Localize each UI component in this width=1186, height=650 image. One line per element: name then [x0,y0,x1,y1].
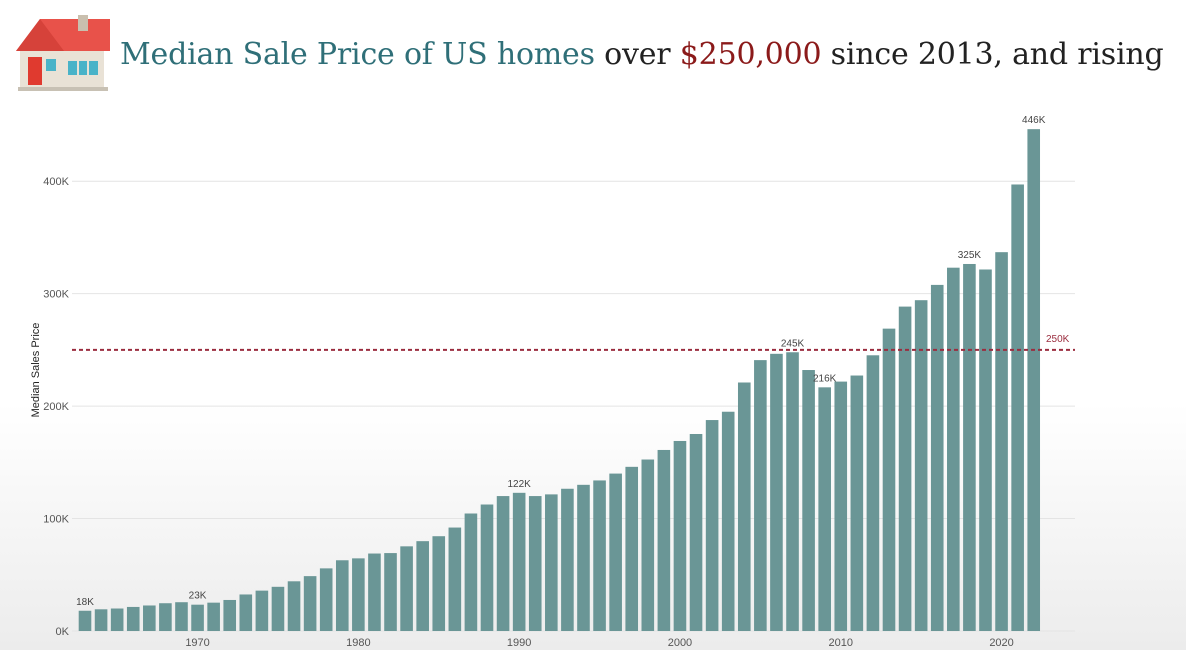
x-tick-label: 1990 [507,637,531,649]
data-label: 245K [781,338,805,349]
y-axis-title: Median Sales Price [30,323,42,418]
bar [673,440,687,631]
y-tick-label: 300K [43,289,69,301]
data-label: 446K [1022,115,1046,126]
bar [223,599,237,631]
bar [143,605,156,631]
bar [432,536,446,631]
bar [271,586,285,631]
bar [914,300,928,631]
y-tick-label: 0K [56,626,70,638]
bar [110,608,124,631]
bar [689,434,703,631]
bar [721,411,735,631]
bar [770,353,783,631]
bar [995,252,1008,632]
bar [930,284,944,631]
data-label: 325K [958,250,982,261]
bar [512,492,526,631]
bar [947,267,960,631]
house-icon [16,15,110,91]
data-label: 122K [507,479,531,490]
bar [319,568,333,631]
bar [561,488,574,631]
bar [802,370,815,631]
x-tick-label: 2000 [668,637,692,649]
bar [464,513,478,631]
bar [641,459,655,631]
bar [528,496,542,631]
bar [175,602,188,631]
y-tick-label: 400K [43,176,69,188]
bar [207,602,220,631]
bar [480,504,494,631]
bar [625,466,639,631]
bar [866,355,880,631]
bar [545,494,558,631]
bar [159,603,172,631]
bar [979,269,992,631]
bar [416,541,429,631]
y-tick-label: 100K [43,514,69,526]
bar [191,604,204,631]
bar [754,360,767,631]
bar [786,352,799,631]
bar [850,375,864,631]
x-tick-label: 2010 [829,637,853,649]
bar [1027,129,1041,631]
bar [352,558,365,631]
x-tick-label: 1970 [185,637,209,649]
bar [593,480,606,631]
bar [496,496,510,631]
title-subject: Median Sale Price of US homes [120,36,595,72]
x-tick-label: 2020 [989,637,1013,649]
bar [657,449,671,631]
bar [78,610,92,631]
title-over: over [594,36,680,72]
bar [737,382,751,631]
x-tick-label: 1980 [346,637,370,649]
bar [834,381,848,631]
bar [963,263,976,631]
data-label: 18K [76,597,94,608]
chart-title: Median Sale Price of US homes over $250,… [120,37,1164,72]
bar [239,594,253,631]
y-tick-label: 200K [43,401,69,413]
bar [609,473,622,631]
bar [818,387,831,631]
reference-line-label: 250K [1046,334,1070,345]
bar [368,553,381,631]
bar [384,553,397,631]
bar [94,609,108,631]
bar [400,546,413,631]
title-threshold: $250,000 [679,36,822,72]
data-label: 23K [189,591,207,602]
chart-header: Median Sale Price of US homes over $250,… [14,14,1164,94]
bar [898,306,912,631]
bar [126,606,140,631]
title-tail: since 2013, and rising [821,36,1164,72]
bar [287,581,301,631]
data-label: 216K [813,373,837,384]
bar [705,420,719,631]
bar [448,527,462,631]
bar [335,560,349,631]
bar [882,328,896,631]
bar [577,484,590,631]
bar [303,576,317,631]
bar [255,590,269,631]
bar [1011,184,1024,632]
